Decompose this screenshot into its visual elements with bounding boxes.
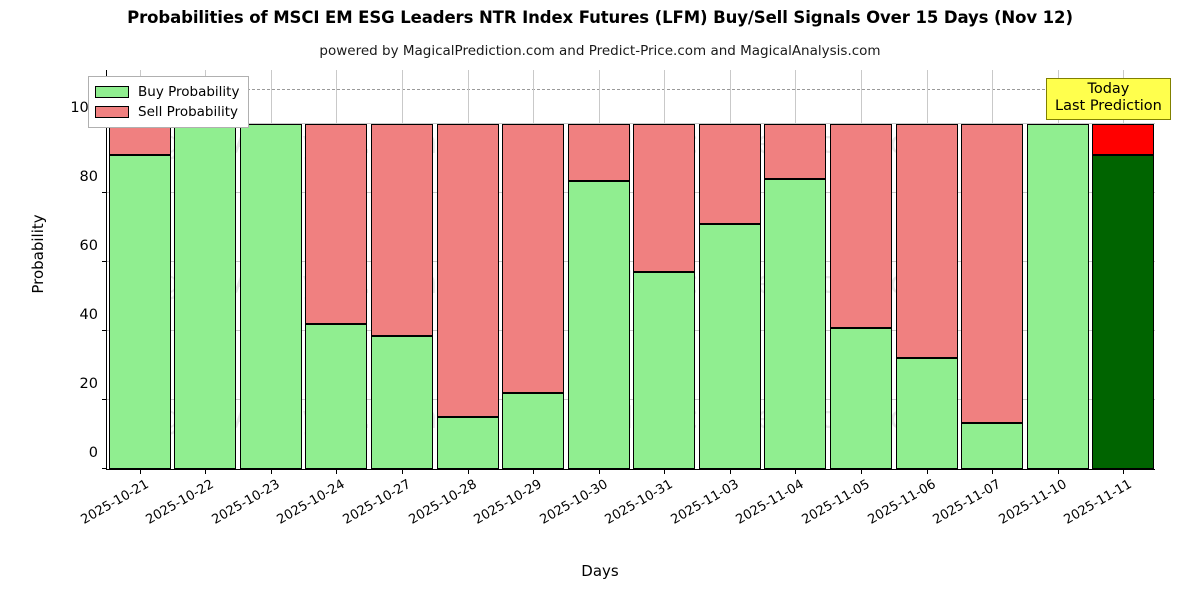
bar-segment-buy (305, 324, 368, 469)
y-axis-tick-label: 60 (79, 238, 98, 254)
bar-group (174, 69, 237, 469)
gridline-dashed-top (107, 88, 1155, 90)
y-axis-tick-mark (102, 261, 107, 262)
bar-group (698, 69, 761, 469)
bar-segment-sell (371, 124, 433, 337)
chart-legend: Buy Probability Sell Probability (88, 76, 250, 128)
bar-group (108, 69, 171, 469)
gridline-horizontal (107, 399, 1155, 400)
bar-group (829, 69, 892, 469)
legend-item-sell: Sell Probability (95, 102, 239, 122)
y-axis-tick-label: 20 (79, 376, 98, 392)
x-axis-tick-mark (1057, 469, 1059, 474)
bar-segment-sell (829, 124, 892, 328)
y-axis-tick-label: 80 (79, 169, 98, 185)
plot-area: MagicalAnalysis.comMagicalPrediction.com… (70, 69, 1155, 528)
bar-group (239, 69, 302, 469)
y-axis-tick-mark (102, 399, 107, 400)
y-axis-label: Probability (29, 214, 47, 294)
bar-segment-sell (1092, 124, 1155, 156)
y-axis-tick-label: 0 (88, 445, 98, 461)
bar-segment-buy (1026, 124, 1089, 469)
bar-segment-sell (698, 124, 761, 225)
bar-group (1026, 69, 1089, 469)
x-axis-tick-mark (139, 469, 141, 474)
bar-segment-buy (239, 124, 302, 469)
legend-label-buy: Buy Probability (138, 84, 240, 100)
legend-swatch-sell-icon (95, 106, 129, 118)
bar-segment-buy (633, 272, 696, 469)
x-axis-label: Days (581, 562, 619, 580)
bar-segment-sell (567, 124, 630, 182)
bar-group (502, 69, 565, 469)
x-axis-tick-mark (860, 469, 862, 474)
bar-segment-buy (895, 357, 958, 469)
bar-group (305, 69, 368, 469)
legend-swatch-buy-icon (95, 86, 129, 98)
bar-segment-sell (961, 124, 1024, 424)
gridline-horizontal (107, 261, 1155, 262)
gridline-horizontal (107, 123, 1155, 124)
bar-segment-sell (633, 124, 696, 273)
bar-segment-buy (502, 393, 565, 469)
bar-segment-sell (895, 124, 958, 358)
bar-segment-buy (698, 224, 761, 469)
x-axis-tick-mark (467, 469, 469, 474)
x-axis-tick-mark (795, 469, 797, 474)
x-axis-tick-mark (664, 469, 666, 474)
bar-segment-buy (764, 179, 827, 469)
bar-segment-buy (829, 327, 892, 469)
bar-segment-buy (961, 423, 1024, 469)
bar-segment-buy (108, 155, 171, 469)
legend-item-buy: Buy Probability (95, 82, 239, 102)
bar-segment-sell (108, 124, 171, 156)
gridline-horizontal (107, 330, 1155, 331)
x-axis-tick-mark (598, 469, 600, 474)
bar-segment-buy (567, 181, 630, 469)
x-axis-tick-mark (402, 469, 404, 474)
bar-segment-sell (305, 124, 368, 325)
y-axis-tick-mark (102, 330, 107, 331)
bar-segment-buy (1092, 155, 1155, 469)
x-axis-tick-mark (729, 469, 731, 474)
y-axis-tick-mark (102, 468, 107, 469)
legend-label-sell: Sell Probability (138, 104, 239, 120)
x-axis-tick-mark (992, 469, 994, 474)
x-axis-tick-mark (336, 469, 338, 474)
chart-subtitle: powered by MagicalPrediction.com and Pre… (319, 43, 881, 59)
x-axis-tick-mark (205, 469, 207, 474)
bar-segment-sell (764, 124, 827, 180)
bar-segment-sell (436, 124, 499, 417)
bar-group (371, 69, 433, 469)
x-axis-tick-mark (533, 469, 535, 474)
today-annotation-line2: Last Prediction (1055, 98, 1162, 115)
bar-group (633, 69, 696, 469)
bar-group (961, 69, 1024, 469)
today-annotation-line1: Today (1087, 81, 1130, 97)
gridline-horizontal (107, 192, 1155, 193)
bar-segment-buy (174, 124, 237, 469)
bar-group (764, 69, 827, 469)
bar-segment-buy (371, 336, 433, 469)
bar-group (567, 69, 630, 469)
bar-segment-buy (436, 416, 499, 469)
y-axis-tick-label: 40 (79, 307, 98, 323)
bar-group (436, 69, 499, 469)
bar-segment-sell (502, 124, 565, 394)
bar-group (1092, 69, 1155, 469)
x-axis-tick-mark (1123, 469, 1125, 474)
x-axis-tick-mark (926, 469, 928, 474)
x-axis-tick-mark (270, 469, 272, 474)
today-annotation: Today Last Prediction (1046, 78, 1171, 121)
page-title: Probabilities of MSCI EM ESG Leaders NTR… (127, 8, 1073, 27)
bar-group (895, 69, 958, 469)
y-axis-tick-mark (102, 192, 107, 193)
